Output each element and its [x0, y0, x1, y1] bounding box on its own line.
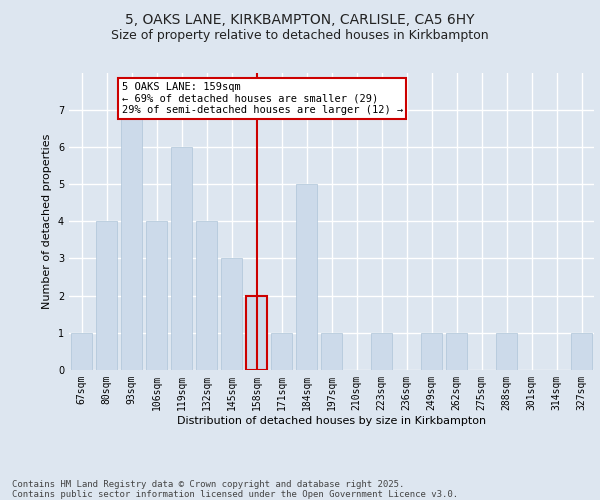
Text: Size of property relative to detached houses in Kirkbampton: Size of property relative to detached ho…	[111, 29, 489, 42]
Text: 5, OAKS LANE, KIRKBAMPTON, CARLISLE, CA5 6HY: 5, OAKS LANE, KIRKBAMPTON, CARLISLE, CA5…	[125, 12, 475, 26]
Bar	[371, 333, 392, 370]
Bar	[246, 296, 267, 370]
Bar	[121, 110, 142, 370]
Bar	[146, 221, 167, 370]
Bar	[496, 333, 517, 370]
Bar	[96, 221, 117, 370]
Bar	[171, 147, 192, 370]
Bar	[571, 333, 592, 370]
Bar	[296, 184, 317, 370]
Text: Contains HM Land Registry data © Crown copyright and database right 2025.
Contai: Contains HM Land Registry data © Crown c…	[12, 480, 458, 499]
Bar	[71, 333, 92, 370]
Bar	[321, 333, 342, 370]
Bar	[421, 333, 442, 370]
Text: 5 OAKS LANE: 159sqm
← 69% of detached houses are smaller (29)
29% of semi-detach: 5 OAKS LANE: 159sqm ← 69% of detached ho…	[121, 82, 403, 115]
X-axis label: Distribution of detached houses by size in Kirkbampton: Distribution of detached houses by size …	[177, 416, 486, 426]
Bar	[446, 333, 467, 370]
Bar	[196, 221, 217, 370]
Bar	[221, 258, 242, 370]
Bar	[271, 333, 292, 370]
Y-axis label: Number of detached properties: Number of detached properties	[43, 134, 52, 309]
